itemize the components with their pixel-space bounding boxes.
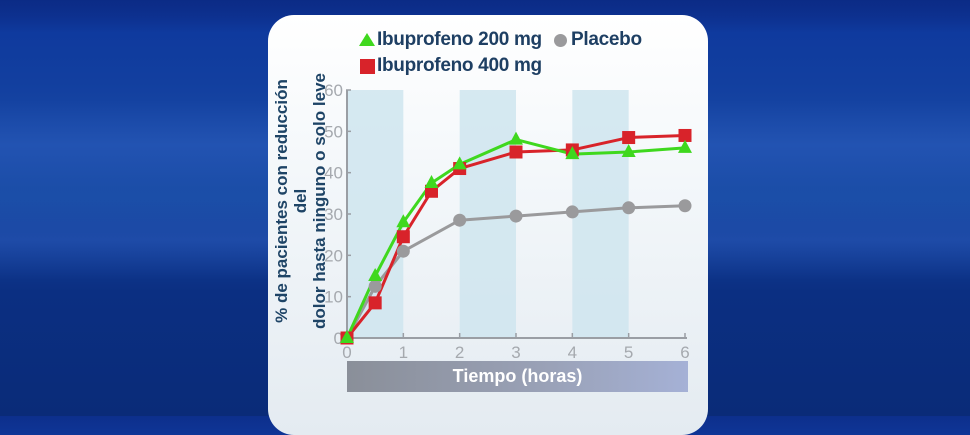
y-tick-label: 0 (334, 329, 343, 348)
square-marker-icon (678, 128, 692, 142)
triangle-marker-icon (452, 156, 467, 170)
circle-marker-icon (453, 213, 467, 227)
shaded-bands (347, 90, 629, 338)
y-tick-label: 50 (324, 122, 343, 141)
triangle-marker-icon (621, 144, 636, 157)
square-marker-icon (622, 131, 636, 145)
triangle-marker-icon (424, 175, 439, 188)
circle-marker-icon (678, 199, 692, 213)
shaded-band (572, 90, 629, 338)
legend-label: Placebo (571, 29, 642, 50)
x-tick-label: 4 (568, 343, 577, 362)
circle-marker-icon (396, 244, 410, 258)
y-tick-label: 20 (324, 246, 343, 265)
y-tick-label: 10 (324, 288, 343, 307)
circle-marker-icon (622, 201, 636, 215)
y-tick-label: 60 (324, 81, 343, 100)
circle-marker-icon (565, 205, 579, 219)
axes: 0 10 20 30 40 50 60 0 1 2 3 4 5 6 (324, 81, 690, 362)
triangle-marker-icon (359, 33, 375, 46)
triangle-marker-icon (396, 214, 411, 228)
x-tick-label: 3 (511, 343, 520, 362)
circle-marker-icon (368, 279, 382, 293)
legend-item-ibuprofeno-200: Ibuprofeno 200 mg (359, 29, 542, 51)
triangle-marker-icon (368, 268, 383, 281)
square-marker-icon (360, 58, 375, 74)
y-tick-label: 40 (324, 164, 343, 183)
x-tick-label: 1 (399, 343, 408, 362)
triangle-marker-icon (509, 131, 523, 145)
x-tick-label: 0 (342, 343, 351, 362)
legend-item-placebo: Placebo (553, 29, 642, 51)
legend-label: Ibuprofeno 400 mg (377, 55, 542, 76)
legend-label: Ibuprofeno 200 mg (377, 29, 542, 50)
square-marker-icon (368, 296, 382, 310)
line-chart-plot: 0 10 20 30 40 50 60 0 1 2 3 4 5 6 (324, 81, 692, 362)
circle-marker-icon (554, 33, 567, 47)
x-tick-label: 6 (680, 343, 689, 362)
square-marker-icon (396, 230, 410, 244)
series-markers (340, 128, 692, 345)
triangle-marker-icon (565, 146, 580, 160)
triangle-marker-icon (678, 139, 692, 153)
shaded-band (459, 90, 516, 338)
y-tick-label: 30 (324, 205, 343, 224)
legend-item-ibuprofeno-400: Ibuprofeno 400 mg (360, 55, 542, 77)
x-axis-title: Tiempo (horas) (347, 361, 688, 392)
square-marker-icon (425, 184, 438, 198)
x-tick-label: 5 (624, 343, 633, 362)
circle-marker-icon (509, 209, 523, 223)
triangle-marker-icon (340, 330, 354, 343)
x-tick-label: 2 (455, 343, 464, 362)
square-marker-icon (509, 145, 523, 159)
